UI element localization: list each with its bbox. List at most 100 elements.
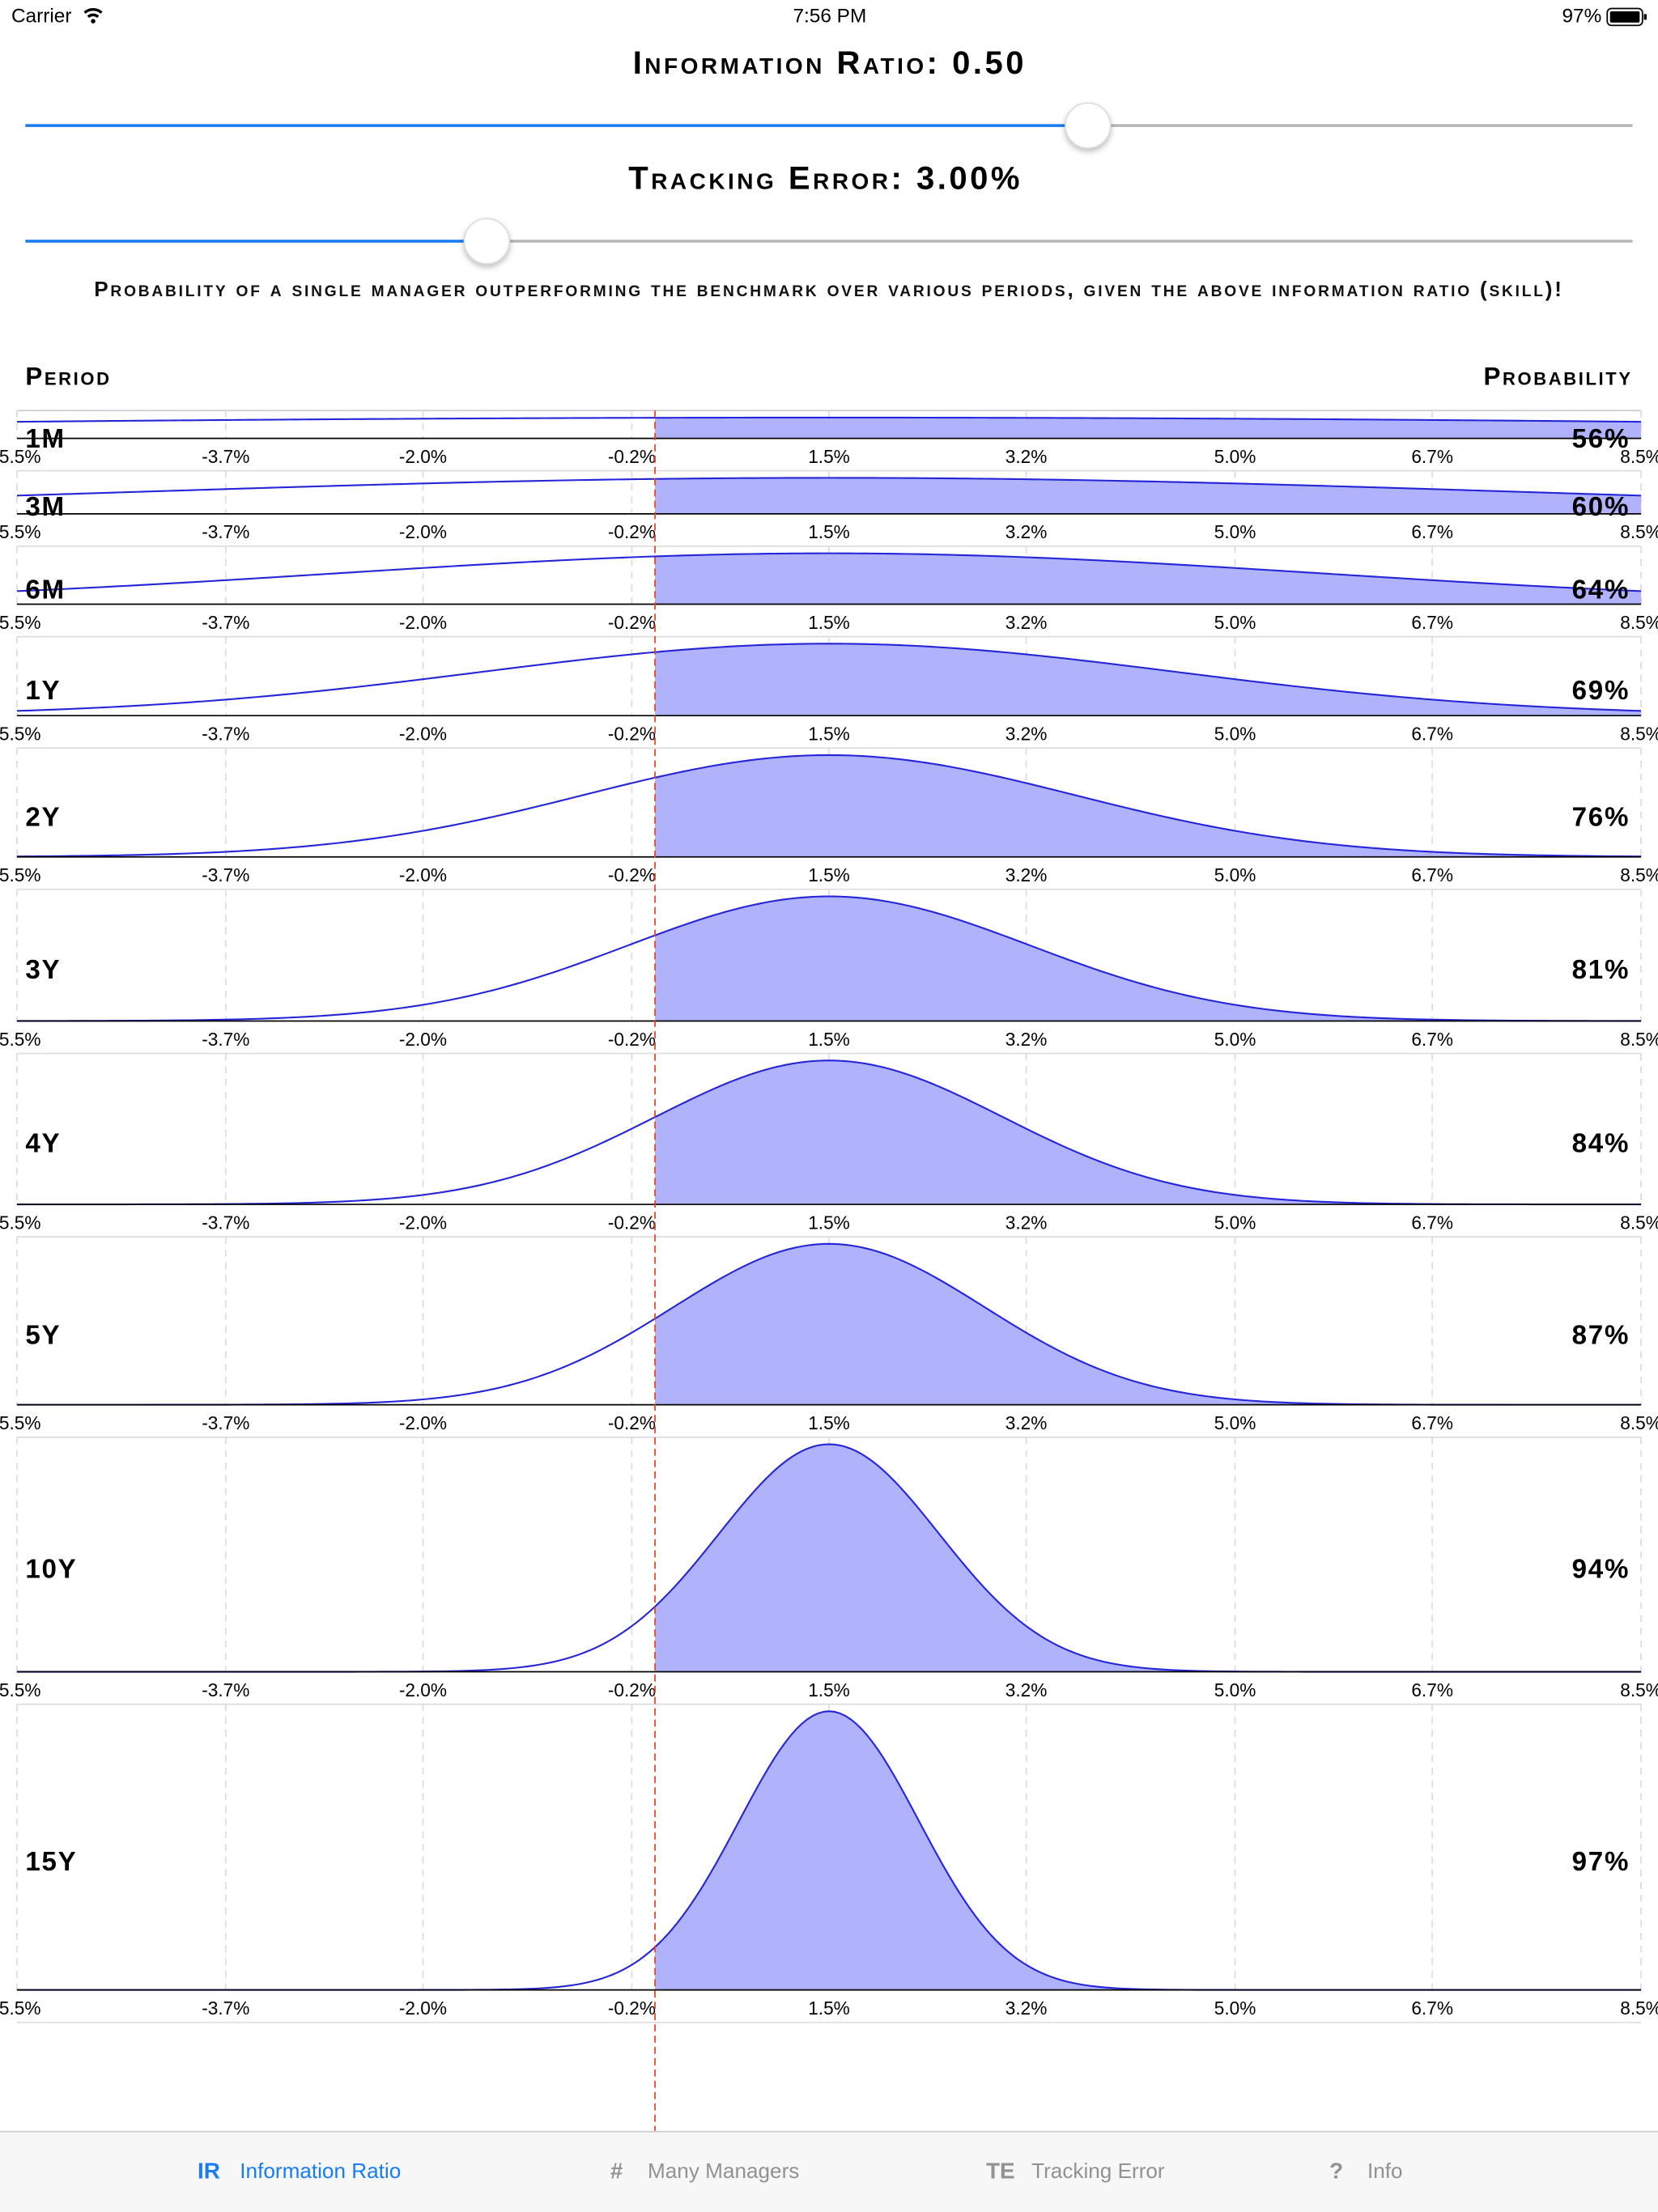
x-tick-label: 8.5% [1620,1212,1658,1233]
x-tick-label: -5.5% [0,724,40,745]
x-tick-label: -2.0% [399,724,447,745]
probability-label: 94% [1572,1554,1630,1584]
te-slider-label: Tracking Error: 3.00% [628,161,1022,197]
probability-area [655,643,1642,716]
period-label: 4Y [25,1129,61,1159]
x-tick-label: 8.5% [1620,1029,1658,1050]
x-tick-label: 5.0% [1214,612,1256,633]
density-curve [16,754,1642,858]
x-tick-label: 5.0% [1214,864,1256,885]
x-tick-label: 1.5% [808,612,850,633]
x-tick-label: -5.5% [0,1679,40,1700]
x-tick-label: 1.5% [808,1212,850,1233]
x-tick-label: 3.2% [1005,612,1048,633]
x-tick-label: -5.5% [0,864,40,885]
period-label: 2Y [25,802,61,832]
probability-label: 69% [1572,676,1630,706]
ir-slider-knob[interactable] [1065,102,1112,149]
tab[interactable]: ? Info [1329,2159,1402,2184]
x-tick-label: 6.7% [1411,1412,1453,1433]
rows: -5.5% -3.7% -2.0% -0.2% 1.5% 3.2% 5.0% 6.7% 8.5%… [0,410,1658,2132]
carrier: Carrier [11,5,72,27]
x-tick-label: 6.7% [1411,1212,1453,1233]
x-tick-label: 6.7% [1411,612,1453,633]
x-tick-label: -0.2% [608,1029,656,1050]
x-tick-label: 1.5% [808,1998,850,2019]
probability-area [655,1243,1642,1405]
x-tick-label: -0.2% [608,446,656,467]
x-tick-label: -5.5% [0,446,40,467]
probability-area [655,1444,1642,1672]
tab-label: Many Managers [648,2159,799,2183]
x-tick-label: 3.2% [1005,724,1048,745]
tab-bar [0,2131,1658,2212]
period-label: 3Y [25,955,61,985]
period-header: Period [25,362,111,390]
x-tick-label: 3.2% [1005,864,1048,885]
x-tick-label: -0.2% [608,612,656,633]
x-tick-label: -5.5% [0,1029,40,1050]
tab-label: Tracking Error [1031,2159,1165,2183]
x-tick-label: 1.5% [808,1412,850,1433]
x-tick-label: 6.7% [1411,864,1453,885]
x-tick-label: -5.5% [0,1212,40,1233]
x-tick-label: -2.0% [399,521,447,542]
density-curve [16,416,1642,423]
x-tick-label: -2.0% [399,612,447,633]
x-tick-label: 8.5% [1620,521,1658,542]
tab-icon: # [610,2159,623,2184]
x-tick-label: 6.7% [1411,724,1453,745]
density-curve [16,895,1642,1022]
x-tick-label: -3.7% [202,521,249,542]
x-tick-label: -2.0% [399,1029,447,1050]
x-tick-label: 5.0% [1214,1998,1256,2019]
x-tick-label: 5.0% [1214,724,1256,745]
x-tick-label: 3.2% [1005,446,1048,467]
tabs: IR Information Ratio # Many Managers TE Track… [198,2159,1403,2184]
density-curve [16,477,1642,497]
battery-icon [1606,7,1643,27]
probability-area [655,478,1642,514]
probability-label: 87% [1572,1321,1630,1351]
x-tick-label: 3.2% [1005,1998,1048,2019]
x-tick-label: 8.5% [1620,1998,1658,2019]
x-tick-label: 8.5% [1620,1412,1658,1433]
x-tick-label: 8.5% [1620,724,1658,745]
probability-label: 76% [1572,802,1630,832]
probability-label: 56% [1572,424,1630,454]
period-label: 6M [25,575,65,605]
period-label: 1M [25,424,65,454]
probability-label: 97% [1572,1847,1630,1877]
x-tick-label: 5.0% [1214,446,1256,467]
x-tick-label: 3.2% [1005,1029,1048,1050]
probability-area [655,417,1642,439]
x-tick-label: -2.0% [399,1412,447,1433]
x-tick-label: 3.2% [1005,1679,1048,1700]
x-tick-label: 5.0% [1214,1029,1256,1050]
x-tick-label: -0.2% [608,1212,656,1233]
x-tick-label: -0.2% [608,1679,656,1700]
x-tick-label: -3.7% [202,864,249,885]
wifi-icon [83,8,103,19]
te-slider-knob[interactable] [463,218,511,265]
x-tick-label: -3.7% [202,446,249,467]
x-tick-label: -3.7% [202,1412,249,1433]
tab-label: Information Ratio [240,2159,401,2183]
period-label: 1Y [25,676,61,706]
x-tick-label: 6.7% [1411,1998,1453,2019]
x-tick-label: -0.2% [608,864,656,885]
tab[interactable]: # Many Managers [610,2159,799,2184]
battery-tip [1643,14,1647,20]
x-tick-label: -3.7% [202,1212,249,1233]
x-tick-label: -5.5% [0,1412,40,1433]
tab[interactable]: TE Tracking Error [986,2159,1165,2184]
tab[interactable]: IR Information Ratio [198,2159,401,2184]
x-tick-label: 8.5% [1620,612,1658,633]
x-tick-label: 5.0% [1214,1679,1256,1700]
x-tick-label: 1.5% [808,724,850,745]
x-tick-label: 8.5% [1620,446,1658,467]
wifi-icon-dot [91,19,96,23]
tab-icon: IR [198,2159,220,2184]
